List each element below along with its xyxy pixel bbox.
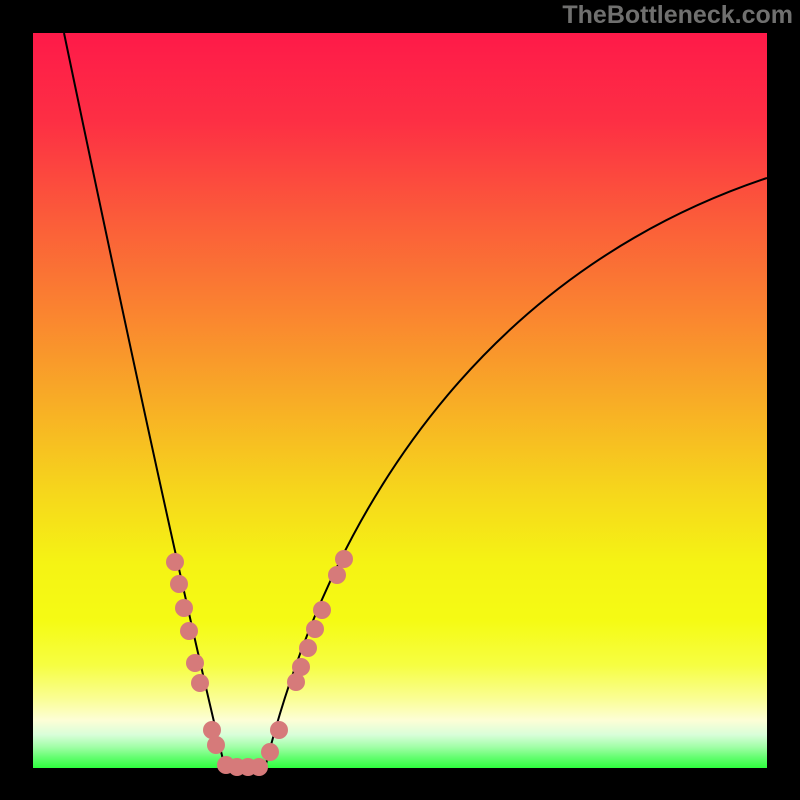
marker-point bbox=[250, 758, 268, 776]
marker-point bbox=[166, 553, 184, 571]
marker-point bbox=[207, 736, 225, 754]
plot-svg bbox=[0, 0, 800, 800]
marker-point bbox=[335, 550, 353, 568]
marker-point bbox=[175, 599, 193, 617]
plot-background bbox=[33, 33, 767, 768]
marker-point bbox=[292, 658, 310, 676]
marker-point bbox=[306, 620, 324, 638]
marker-point bbox=[313, 601, 331, 619]
marker-point bbox=[170, 575, 188, 593]
watermark-text: TheBottleneck.com bbox=[562, 1, 793, 30]
marker-point bbox=[270, 721, 288, 739]
figure-root: TheBottleneck.com bbox=[0, 0, 800, 800]
marker-point bbox=[299, 639, 317, 657]
marker-point bbox=[261, 743, 279, 761]
marker-point bbox=[180, 622, 198, 640]
marker-point bbox=[186, 654, 204, 672]
marker-point bbox=[191, 674, 209, 692]
marker-point bbox=[328, 566, 346, 584]
